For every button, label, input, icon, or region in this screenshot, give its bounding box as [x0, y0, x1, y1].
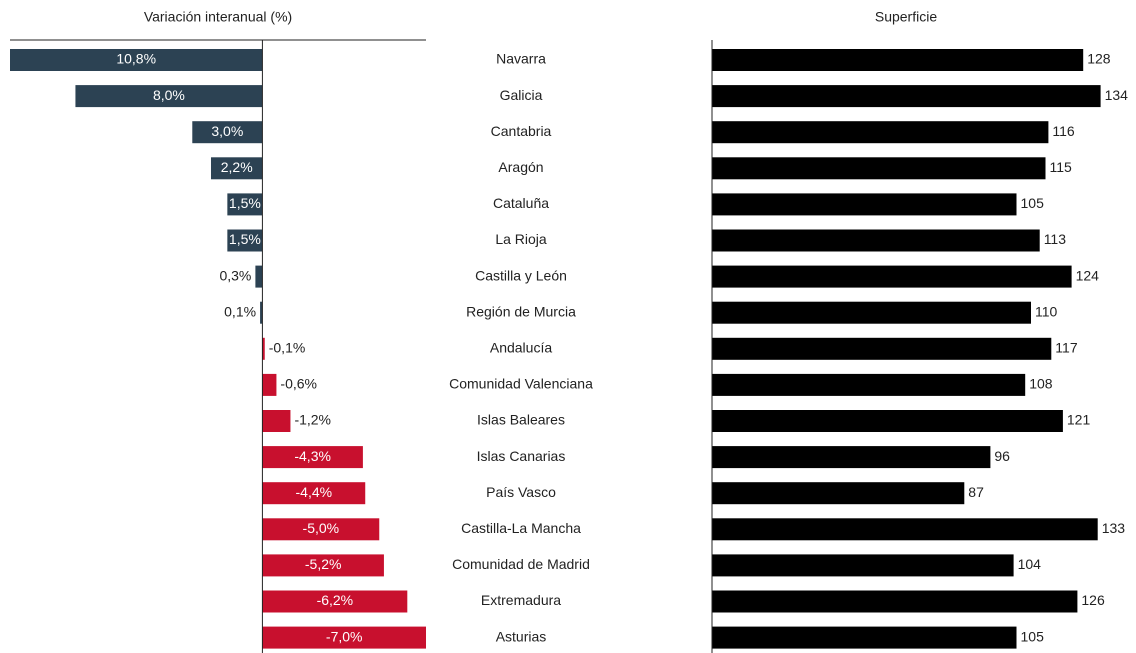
bar [712, 301, 1031, 324]
value-label: 87 [968, 484, 984, 500]
category-label: Cantabria [491, 123, 552, 139]
chart-title: Superficie [875, 9, 937, 25]
bar [712, 482, 965, 505]
value-label: 104 [1018, 556, 1042, 572]
value-label: 121 [1067, 412, 1091, 428]
bar [262, 626, 426, 649]
value-label: -5,0% [303, 520, 340, 536]
value-label: 0,1% [224, 303, 256, 319]
category-label: Andalucía [490, 340, 552, 356]
value-label: -4,4% [296, 484, 333, 500]
value-label: 134 [1105, 87, 1129, 103]
bar [262, 337, 265, 360]
value-label: 8,0% [153, 87, 185, 103]
bar [10, 49, 263, 71]
value-label: 115 [1050, 159, 1073, 175]
bar [712, 85, 1101, 108]
category-label: Región de Murcia [466, 303, 576, 319]
category-label: Asturias [496, 628, 547, 644]
category-label: Navarra [496, 51, 546, 67]
value-label: 116 [1052, 123, 1075, 139]
value-label: 96 [994, 448, 1010, 464]
value-label: 105 [1021, 628, 1045, 644]
bar [712, 554, 1014, 577]
bar [712, 193, 1017, 216]
value-label: 105 [1021, 195, 1045, 211]
category-label: Comunidad Valenciana [449, 376, 593, 392]
bar [227, 193, 263, 216]
bar [712, 410, 1063, 432]
category-label: Cataluña [493, 195, 549, 211]
value-label: 108 [1029, 376, 1053, 392]
bar [712, 518, 1098, 541]
bar [712, 229, 1040, 252]
value-label: 113 [1044, 231, 1067, 247]
value-label: 0,3% [219, 267, 251, 283]
category-label: Aragón [498, 159, 543, 175]
chart-title: Variación interanual (%) [144, 9, 292, 25]
bar [262, 373, 277, 396]
bar [227, 229, 263, 252]
bar [262, 518, 380, 541]
category-label: Extremadura [481, 592, 561, 608]
bar [255, 265, 263, 288]
value-label: -4,3% [294, 448, 331, 464]
bar [712, 590, 1078, 613]
value-label: 133 [1102, 520, 1126, 536]
value-label: 128 [1087, 51, 1111, 67]
bar [262, 554, 384, 577]
bar [75, 85, 263, 108]
value-label: 10,8% [116, 51, 156, 67]
value-label: 3,0% [211, 123, 243, 139]
category-label: Galicia [500, 87, 543, 103]
category-label: País Vasco [486, 484, 556, 500]
value-label: 2,2% [221, 159, 253, 175]
value-label: 1,5% [229, 231, 261, 247]
value-label: 126 [1081, 592, 1105, 608]
bar [712, 265, 1072, 288]
category-label: Castilla y León [475, 267, 567, 283]
bar [712, 626, 1017, 649]
value-label: -0,6% [280, 376, 317, 392]
bar [712, 157, 1046, 180]
value-label: -1,2% [294, 412, 331, 428]
value-label: 124 [1076, 267, 1100, 283]
value-label: -0,1% [269, 340, 306, 356]
category-label: La Rioja [495, 231, 547, 247]
value-label: -5,2% [305, 556, 342, 572]
bar [260, 301, 263, 324]
bar [712, 49, 1084, 71]
bar [262, 410, 291, 432]
bar [192, 121, 263, 144]
value-label: 110 [1035, 303, 1058, 319]
bar [262, 590, 408, 613]
value-label: -6,2% [317, 592, 354, 608]
bar [712, 337, 1052, 360]
category-label: Castilla-La Mancha [461, 520, 581, 536]
bar [712, 446, 991, 469]
bar [262, 446, 363, 469]
bar [262, 482, 366, 505]
category-label: Comunidad de Madrid [452, 556, 590, 572]
value-label: 117 [1055, 340, 1078, 356]
category-label: Islas Baleares [477, 412, 565, 428]
bar [712, 121, 1049, 144]
value-label: 1,5% [229, 195, 261, 211]
bar [210, 157, 263, 180]
value-label: -7,0% [326, 628, 363, 644]
bar [712, 373, 1026, 396]
category-label: Islas Canarias [477, 448, 566, 464]
